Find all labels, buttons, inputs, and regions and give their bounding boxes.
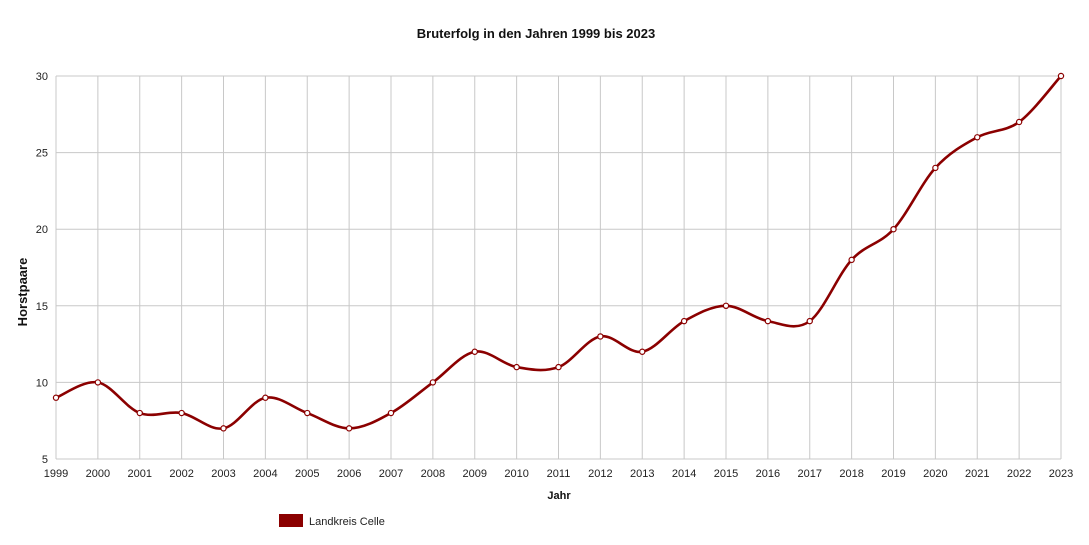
data-point-2016 xyxy=(764,317,772,325)
x-tick-label: 2020 xyxy=(923,468,947,480)
y-tick-label: 15 xyxy=(36,301,48,313)
y-tick-label: 20 xyxy=(36,224,48,236)
legend-swatch xyxy=(279,514,303,527)
data-point-2000 xyxy=(94,379,102,386)
data-point-2014 xyxy=(680,317,688,325)
y-tick-label: 5 xyxy=(42,454,48,466)
y-tick-label: 25 xyxy=(36,148,48,160)
data-point-2005 xyxy=(304,409,311,417)
y-axis-title: Horstpaare xyxy=(15,258,30,327)
x-tick-label: 2016 xyxy=(756,468,780,480)
data-point-1999 xyxy=(52,394,60,401)
data-point-2012 xyxy=(597,333,604,340)
x-tick-label: 2009 xyxy=(463,468,487,480)
x-tick-label: 2010 xyxy=(504,468,528,480)
x-tick-label: 2017 xyxy=(798,468,822,480)
data-point-2015 xyxy=(722,302,730,309)
x-tick-label: 2012 xyxy=(588,468,612,480)
x-tick-labels: 1999 2000 2001 2002 2003 2004 2005 2006 2007 2008… xyxy=(44,468,1073,480)
data-point-2010 xyxy=(513,363,520,371)
data-point-2017 xyxy=(806,317,813,325)
x-tick-label: 2006 xyxy=(337,468,361,480)
data-point-2020 xyxy=(932,164,939,172)
x-tick-label: 2014 xyxy=(672,468,696,480)
data-point-2011 xyxy=(555,363,562,371)
y-tick-labels: 5 10 15 20 25 30 xyxy=(36,71,48,466)
data-point-2002 xyxy=(178,409,185,417)
data-point-2019 xyxy=(890,225,897,233)
data-point-2023 xyxy=(1057,72,1065,80)
data-point-2021 xyxy=(974,134,981,141)
x-tick-label: 2011 xyxy=(547,468,571,480)
y-tick-label: 10 xyxy=(36,377,48,389)
y-tick-label: 30 xyxy=(36,71,48,83)
x-tick-label: 2001 xyxy=(128,468,152,480)
data-point-2003 xyxy=(220,425,227,432)
x-tick-label: 2019 xyxy=(881,468,905,480)
x-tick-label: 2015 xyxy=(714,468,738,480)
x-tick-label: 2022 xyxy=(1007,468,1031,480)
x-tick-label: 1999 xyxy=(44,468,68,480)
data-point-2022 xyxy=(1015,118,1023,126)
x-tick-label: 2004 xyxy=(253,468,277,480)
data-point-2009 xyxy=(471,348,478,355)
series-layer xyxy=(52,72,1065,432)
x-tick-label: 2000 xyxy=(86,468,110,480)
x-axis-title: Jahr xyxy=(547,490,571,502)
legend: Landkreis Celle xyxy=(279,514,385,528)
x-tick-label: 2008 xyxy=(421,468,445,480)
x-tick-label: 2021 xyxy=(965,468,989,480)
data-point-2013 xyxy=(639,348,646,355)
x-tick-label: 2005 xyxy=(295,468,319,480)
data-point-2001 xyxy=(136,409,143,417)
legend-label: Landkreis Celle xyxy=(309,516,385,528)
x-tick-label: 2007 xyxy=(379,468,403,480)
x-tick-label: 2003 xyxy=(211,468,235,480)
data-point-2006 xyxy=(345,425,353,432)
grid-layer xyxy=(55,75,1062,460)
data-point-2007 xyxy=(387,409,395,417)
x-tick-label: 2018 xyxy=(839,468,863,480)
data-point-2004 xyxy=(262,394,269,401)
x-tick-label: 2002 xyxy=(169,468,193,480)
chart-title: Bruterfolg in den Jahren 1999 bis 2023 xyxy=(417,26,655,41)
data-point-2018 xyxy=(848,256,855,264)
data-point-2008 xyxy=(429,379,437,386)
x-tick-label: 2013 xyxy=(630,468,654,480)
x-tick-label: 2023 xyxy=(1049,468,1073,480)
